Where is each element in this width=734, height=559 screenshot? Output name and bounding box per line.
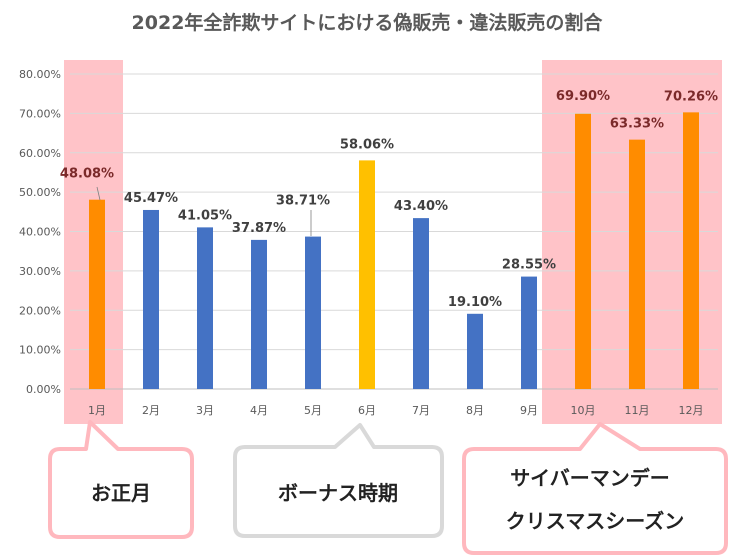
x-tick-label: 2月 <box>142 404 160 417</box>
x-axis-ticks: 1月 2月 3月 4月 5月 6月 7月 8月 9月 10月 11月 12月 <box>88 404 704 417</box>
bar <box>683 112 699 389</box>
bar <box>413 218 429 389</box>
data-label: 69.90% <box>556 89 610 104</box>
data-label: 37.87% <box>232 221 286 236</box>
data-label: 19.10% <box>448 295 502 310</box>
callout-cyber-monday-line1: サイバーマンデー <box>510 466 670 490</box>
bar <box>251 239 267 389</box>
y-tick-label: 40.00% <box>19 226 61 239</box>
bar <box>305 236 321 389</box>
y-tick-label: 0.00% <box>26 383 61 396</box>
gridlines <box>70 73 718 390</box>
x-tick-label: 5月 <box>304 404 322 417</box>
data-labels: 48.08% 45.47%41.05%37.87% 38.71% 58.06% 43.4… <box>60 89 718 310</box>
bar <box>89 199 105 389</box>
data-label: 38.71% <box>276 194 330 209</box>
y-tick-label: 10.00% <box>19 344 61 357</box>
x-tick-label: 10月 <box>571 404 596 417</box>
x-tick-label: 8月 <box>466 404 484 417</box>
x-tick-label: 3月 <box>196 404 214 417</box>
data-label: 28.55% <box>502 258 556 273</box>
data-label: 43.40% <box>394 199 448 214</box>
callout-cyber-monday: サイバーマンデー クリスマスシーズン <box>462 422 728 555</box>
x-tick-label: 4月 <box>250 404 268 417</box>
y-tick-label: 60.00% <box>19 147 61 160</box>
callout-cyber-monday-line2: クリスマスシーズン <box>506 509 684 533</box>
bar <box>467 313 483 389</box>
bar <box>521 276 537 389</box>
callout-bonus: ボーナス時期 <box>233 423 444 538</box>
data-label: 58.06% <box>340 137 394 152</box>
bars <box>89 112 699 390</box>
bar <box>359 160 375 389</box>
data-label: 70.26% <box>664 89 718 104</box>
callout-bonus-text: ボーナス時期 <box>278 481 398 505</box>
x-tick-label: 12月 <box>679 404 704 417</box>
bar <box>575 113 591 390</box>
bar <box>197 227 213 389</box>
data-label: 41.05% <box>178 208 232 223</box>
x-tick-label: 11月 <box>625 404 650 417</box>
y-tick-label: 70.00% <box>19 107 61 120</box>
callout-new-year: お正月 <box>48 420 194 539</box>
callout-new-year-text: お正月 <box>91 481 151 505</box>
bar <box>143 209 159 389</box>
x-tick-label: 1月 <box>88 404 106 417</box>
data-label: 45.47% <box>124 191 178 206</box>
leader-line-jan <box>96 186 101 201</box>
x-tick-label: 9月 <box>520 404 538 417</box>
y-tick-label: 80.00% <box>19 68 61 81</box>
y-axis-ticks: 0.00% 10.00% 20.00% 30.00% 40.00% 50.00% 60.00… <box>19 68 61 396</box>
x-tick-label: 7月 <box>412 404 430 417</box>
bar <box>629 139 645 389</box>
y-tick-label: 20.00% <box>19 304 61 317</box>
data-label: 48.08% <box>60 167 114 182</box>
chart-title: 2022年全詐欺サイトにおける偽販売・違法販売の割合 <box>131 12 603 34</box>
y-tick-label: 50.00% <box>19 186 61 199</box>
y-tick-label: 30.00% <box>19 265 61 278</box>
data-label: 63.33% <box>610 117 664 132</box>
x-tick-label: 6月 <box>358 404 376 417</box>
